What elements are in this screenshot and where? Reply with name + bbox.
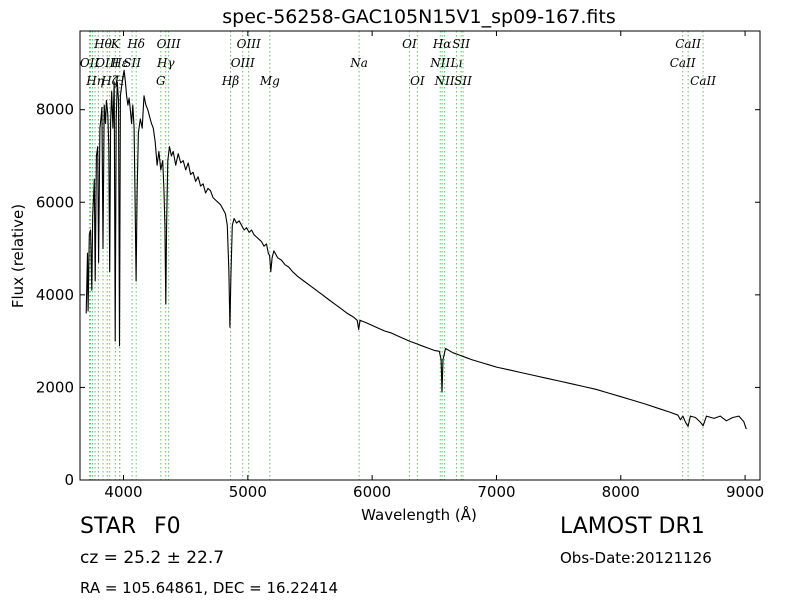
line-marker-label: OIII [95,56,119,70]
x-axis-label: Wavelength (Å) [361,505,477,524]
line-marker-label: SII [123,56,141,70]
line-marker-label: Hζ [100,74,119,88]
line-marker-label: OI [410,74,425,88]
line-marker-label: Hδ [126,37,145,51]
line-marker-label: CaII [675,37,701,51]
object-class-line: STAR F0 [80,514,181,539]
y-tick-label: 8000 [36,101,74,119]
y-tick-label: 0 [64,471,74,489]
x-tick-label: 7000 [477,483,515,501]
spectral-line-labels: OIIHηHθOIIIHζKHHεSIIHδGHγOIIIHβOIIIOIIIM… [80,37,716,88]
line-marker-label: Mg [259,74,280,88]
line-marker-label: Na [349,56,368,70]
x-tick-label: 6000 [353,483,391,501]
y-tick-label: 2000 [36,378,74,396]
redshift-text: cz = 25.2 ± 22.7 [80,548,225,568]
line-marker-label: Hβ [221,74,239,88]
x-axis-ticks: 4000 5000 6000 7000 8000 9000 [104,31,764,501]
x-tick-label: 9000 [726,483,764,501]
spectrum-series [85,69,747,430]
line-marker-label: CaII [690,74,716,88]
line-marker-label: K [110,37,121,51]
line-marker-label: OIII [157,37,181,51]
line-marker-label: NII [429,56,450,70]
line-marker-label: SII [454,74,472,88]
y-axis-label: Flux (relative) [9,204,27,308]
line-marker-label: CaII [670,56,696,70]
line-marker-label: Hη [85,74,104,88]
x-tick-label: 8000 [602,483,640,501]
chart-title: spec-56258-GAC105N15V1_sp09-167.fits [222,6,615,28]
y-tick-label: 6000 [36,193,74,211]
x-tick-label: 4000 [104,483,142,501]
x-tick-label: 5000 [229,483,267,501]
line-marker-label: G [156,74,166,88]
object-subclass: F0 [154,514,181,539]
line-marker-label: Hγ [156,56,175,70]
line-marker-label: Hε [110,56,128,70]
spectrum-line-0 [85,69,747,430]
line-marker-label: NII [434,74,455,88]
line-marker-label: OIII [231,56,255,70]
y-tick-label: 4000 [36,286,74,304]
coordinates-text: RA = 105.64861, DEC = 16.22414 [80,579,339,597]
line-marker-label: Hθ [93,37,112,51]
line-marker-label: OI [402,37,417,51]
line-marker-label: SII [452,37,470,51]
object-class: STAR [80,514,137,539]
line-marker-label: Hα [432,37,452,51]
observation-date: Obs-Date:20121126 [560,549,712,567]
line-marker-label: Lı [450,56,463,70]
survey-name: LAMOST DR1 [560,514,705,539]
line-marker-label: OIII [237,37,261,51]
line-marker-label: OII [80,56,100,70]
plot-frame [79,30,761,481]
y-axis-ticks: 0 2000 4000 6000 8000 [36,101,760,489]
